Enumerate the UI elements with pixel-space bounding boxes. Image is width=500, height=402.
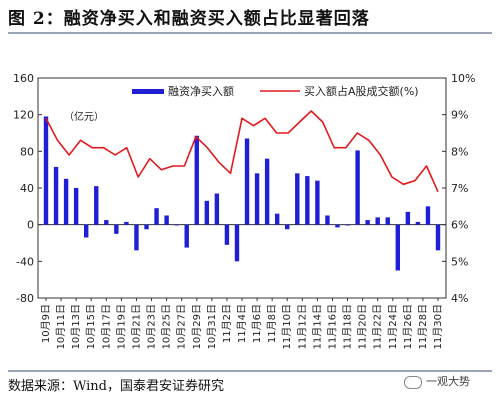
legend-swatch-bar (132, 89, 164, 94)
x-tick-label: 10月25日 (161, 304, 173, 349)
bar (84, 224, 89, 238)
x-tick-label: 11月16日 (326, 304, 338, 349)
x-tick-label: 10月11日 (55, 304, 67, 349)
x-tick-label: 10月27日 (176, 304, 188, 349)
x-tick-label: 10月31日 (206, 304, 218, 349)
x-tick-label: 10月19日 (115, 304, 127, 349)
x-tick-label: 11月14日 (311, 304, 323, 349)
bar (234, 224, 240, 262)
bar (114, 224, 119, 234)
bar (174, 224, 179, 226)
x-tick-label: 10月9日 (40, 304, 52, 343)
bar (73, 188, 79, 225)
x-tick-label: 11月10日 (281, 304, 293, 349)
bar (94, 186, 99, 225)
x-tick-label: 10月13日 (70, 304, 82, 349)
bar (124, 221, 129, 225)
x-tick-label: 11月20日 (357, 304, 369, 349)
line-series (45, 110, 439, 193)
unit-label: （亿元） (64, 110, 104, 123)
bar (335, 224, 340, 228)
y-right-tick-label: 4% (451, 292, 468, 305)
x-tick-label: 11月18日 (342, 304, 354, 349)
bar-series (43, 116, 441, 271)
plot-frame (37, 77, 447, 299)
series-line (45, 110, 439, 193)
bar (295, 173, 300, 225)
x-tick-label: 11月30日 (432, 304, 444, 349)
x-tick-label: 11月8日 (266, 304, 278, 343)
bar (325, 215, 330, 225)
bar (164, 215, 169, 225)
bar (415, 221, 421, 225)
bar (254, 173, 260, 225)
x-tick-label: 11月22日 (372, 304, 384, 349)
bar (194, 135, 199, 225)
y-left-tick-label: -40 (16, 255, 34, 268)
bar (425, 206, 431, 225)
bar (63, 178, 69, 225)
y-left-tick-label: 80 (20, 145, 34, 158)
bar (184, 224, 189, 248)
x-tick-label: 10月23日 (146, 304, 158, 349)
y-right-tick-label: 9% (451, 109, 468, 122)
y-right-tick-label: 5% (451, 255, 468, 268)
bar (345, 224, 350, 226)
chart-legend: 融资净买入额 买入额占A股成交额(%) (132, 84, 419, 98)
x-tick-label: 10月21日 (130, 304, 142, 349)
x-tick-label: 10月15日 (85, 304, 97, 349)
bar (53, 166, 59, 225)
y-left-tick-label: -80 (16, 292, 34, 305)
y-right-tick-label: 6% (451, 219, 468, 232)
y-left-tick-label: 120 (13, 109, 34, 122)
bar (315, 180, 320, 225)
bar (214, 193, 220, 225)
x-tick-label: 11月6日 (251, 304, 263, 343)
y-right-tick-label: 8% (451, 145, 468, 158)
bar (244, 138, 250, 225)
y-left-tick-label: 0 (27, 219, 34, 232)
x-tick-label: 11月2日 (221, 304, 233, 343)
footer-divider (8, 370, 492, 372)
bar (365, 220, 370, 225)
bar (305, 176, 310, 225)
bar (285, 224, 290, 230)
bar (224, 224, 230, 245)
page-title: 图 2：融资净买入和融资买入额占比显著回落 (8, 9, 370, 29)
x-tick-label: 11月12日 (296, 304, 308, 349)
bar (154, 208, 159, 225)
bar (43, 116, 49, 225)
x-tick-label: 10月17日 (100, 304, 112, 349)
title-divider (8, 32, 492, 34)
bar (385, 217, 390, 225)
x-tick-label: 11月28日 (417, 304, 429, 349)
bar (395, 224, 400, 271)
bar (405, 211, 411, 225)
brand-name: 一观大势 (426, 375, 470, 388)
bar (375, 217, 380, 225)
bar (104, 220, 109, 225)
bar (264, 158, 270, 225)
x-tick-label: 10月29日 (191, 304, 203, 349)
x-tick-label: 11月4日 (236, 304, 248, 343)
y-right-tick-label: 7% (451, 182, 468, 195)
bar (144, 224, 149, 230)
y-left-tick-label: 40 (20, 182, 34, 195)
bar (204, 200, 210, 225)
legend-label-line: 买入额占A股成交额(%) (304, 84, 419, 98)
y-right-tick-label: 10% (451, 72, 475, 85)
brand-watermark: 一观大势 (404, 373, 470, 389)
bar (355, 150, 360, 225)
y-left-tick-label: 160 (13, 72, 34, 85)
x-tick-label: 11月24日 (387, 304, 399, 349)
bar (134, 224, 139, 251)
legend-label-bar: 融资净买入额 (168, 84, 234, 98)
bar (274, 213, 280, 225)
bar (435, 224, 441, 251)
brand-icon (404, 375, 422, 389)
x-tick-label: 11月26日 (402, 304, 414, 349)
data-source: 数据来源：Wind，国泰君安证券研究 (8, 379, 224, 394)
